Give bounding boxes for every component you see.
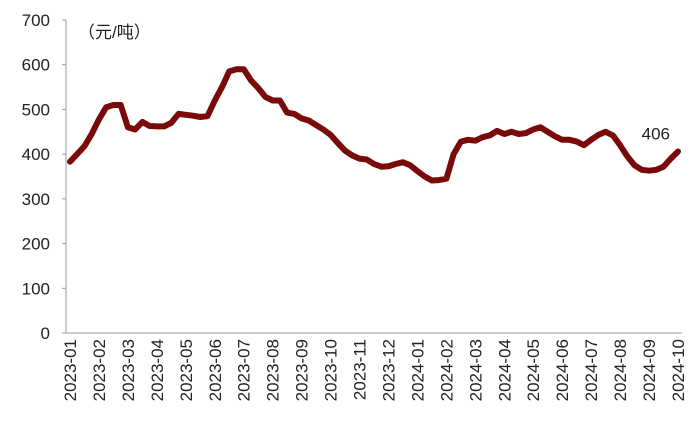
x-tick-label: 2023-04: [148, 339, 167, 401]
y-tick-label: 500: [22, 100, 50, 119]
x-tick-label: 2023-01: [61, 339, 80, 401]
y-tick-label: 200: [22, 235, 50, 254]
x-tick-label: 2023-12: [379, 339, 398, 401]
x-tick-label: 2023-05: [177, 339, 196, 401]
y-axis-label: （元/吨）: [78, 23, 151, 42]
x-tick-label: 2024-05: [524, 339, 543, 401]
x-tick-label: 2023-11: [351, 339, 370, 400]
x-tick-label: 2024-09: [640, 339, 659, 401]
x-tick-label: 2024-10: [669, 339, 688, 401]
data-label: 406: [642, 124, 670, 143]
x-tick-label: 2024-06: [553, 339, 572, 401]
x-tick-label: 2024-04: [495, 339, 514, 401]
y-tick-label: 300: [22, 190, 50, 209]
x-tick-label: 2024-01: [408, 339, 427, 401]
x-tick-label: 2024-08: [611, 339, 630, 401]
x-tick-label: 2023-09: [293, 339, 312, 401]
x-tick-label: 2024-02: [437, 339, 456, 401]
y-tick-label: 0: [41, 324, 50, 343]
y-tick-label: 400: [22, 145, 50, 164]
series-line: [67, 66, 681, 184]
x-tick-label: 2023-08: [264, 339, 283, 401]
x-tick-label: 2023-02: [90, 339, 109, 401]
x-tick-label: 2023-10: [322, 339, 341, 401]
x-tick-label: 2023-07: [235, 339, 254, 401]
x-tick-label: 2023-06: [206, 339, 225, 401]
x-tick-label: 2023-03: [119, 339, 138, 401]
x-tick-label: 2024-03: [466, 339, 485, 401]
y-tick-label: 600: [22, 56, 50, 75]
y-tick-label: 700: [22, 11, 50, 30]
x-tick-label: 2024-07: [582, 339, 601, 401]
y-tick-label: 100: [22, 279, 50, 298]
